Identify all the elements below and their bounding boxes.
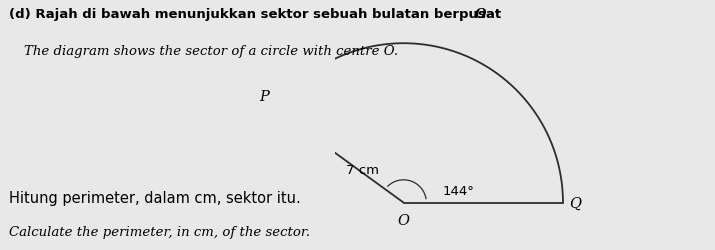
Text: .: .: [480, 8, 485, 20]
Text: (d) Rajah di bawah menunjukkan sektor sebuah bulatan berpusat: (d) Rajah di bawah menunjukkan sektor se…: [9, 8, 506, 20]
Text: P: P: [259, 90, 269, 104]
Text: O: O: [398, 213, 410, 227]
Text: Calculate the perimeter, in cm, of the sector.: Calculate the perimeter, in cm, of the s…: [9, 225, 310, 238]
Text: 144°: 144°: [443, 184, 474, 197]
Text: 7 cm: 7 cm: [346, 163, 379, 176]
Text: Hitung perimeter, dalam cm, sektor itu.: Hitung perimeter, dalam cm, sektor itu.: [9, 190, 300, 205]
Text: Q: Q: [568, 196, 581, 210]
Text: The diagram shows the sector of a circle with centre O.: The diagram shows the sector of a circle…: [24, 45, 398, 58]
Text: O: O: [475, 8, 486, 20]
